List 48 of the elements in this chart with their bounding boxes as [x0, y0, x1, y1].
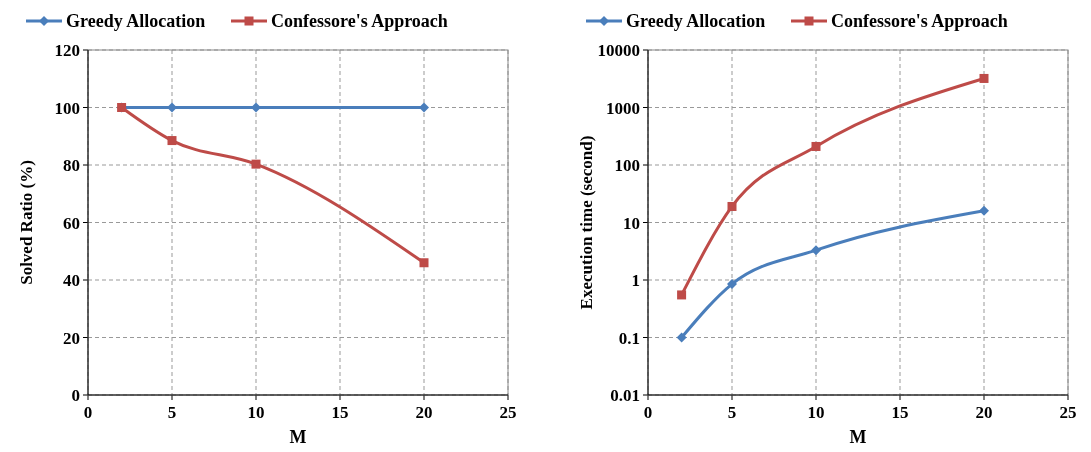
x-tick-label: 20	[975, 403, 993, 422]
y-tick-label: 20	[63, 328, 80, 348]
y-tick-label: 1000	[606, 98, 640, 118]
x-tick-label: 20	[415, 403, 433, 422]
x-tick-label: 10	[247, 403, 265, 422]
y-axis-title: Execution time (second)	[577, 135, 596, 310]
legend-label: Greedy Allocation	[626, 11, 766, 31]
point	[251, 102, 261, 113]
x-axis-title: M	[289, 427, 307, 447]
x-tick-label: 15	[891, 403, 909, 422]
point	[979, 73, 989, 83]
x-tick-label: 0	[83, 403, 93, 422]
point	[167, 136, 177, 146]
point	[167, 102, 177, 113]
point	[727, 201, 737, 211]
legend-label: Confessore's Approach	[271, 11, 448, 31]
y-tick-label: 10	[623, 213, 640, 233]
legend-label: Greedy Allocation	[66, 11, 206, 31]
point	[676, 332, 687, 343]
point	[419, 258, 429, 268]
y-tick-label: 0.1	[618, 328, 640, 348]
point	[419, 102, 429, 113]
point	[811, 245, 821, 256]
y-tick-label: 80	[63, 156, 80, 175]
y-tick-label: 40	[63, 271, 80, 290]
point	[979, 205, 989, 216]
x-tick-label: 10	[807, 403, 825, 422]
point	[811, 141, 821, 151]
y-tick-label: 0.01	[610, 386, 640, 405]
y-axis-title: Solved Ratio (%)	[17, 160, 36, 285]
y-tick-label: 10000	[597, 41, 640, 60]
x-axis-title: M	[849, 427, 867, 447]
point	[727, 279, 737, 290]
y-tick-label: 60	[63, 213, 80, 233]
legend-label: Confessore's Approach	[831, 11, 1008, 31]
x-tick-label: 0	[643, 403, 653, 422]
y-tick-label: 0	[71, 386, 80, 405]
y-tick-label: 100	[54, 98, 80, 118]
x-tick-label: 5	[167, 403, 177, 422]
point	[677, 290, 687, 300]
x-tick-label: 25	[499, 403, 517, 422]
y-tick-label: 120	[54, 41, 80, 60]
y-tick-label: 100	[614, 156, 640, 175]
x-tick-label: 15	[331, 403, 349, 422]
x-tick-label: 5	[727, 403, 737, 422]
y-tick-label: 1	[631, 271, 640, 290]
x-tick-label: 25	[1059, 403, 1077, 422]
point	[251, 159, 261, 169]
